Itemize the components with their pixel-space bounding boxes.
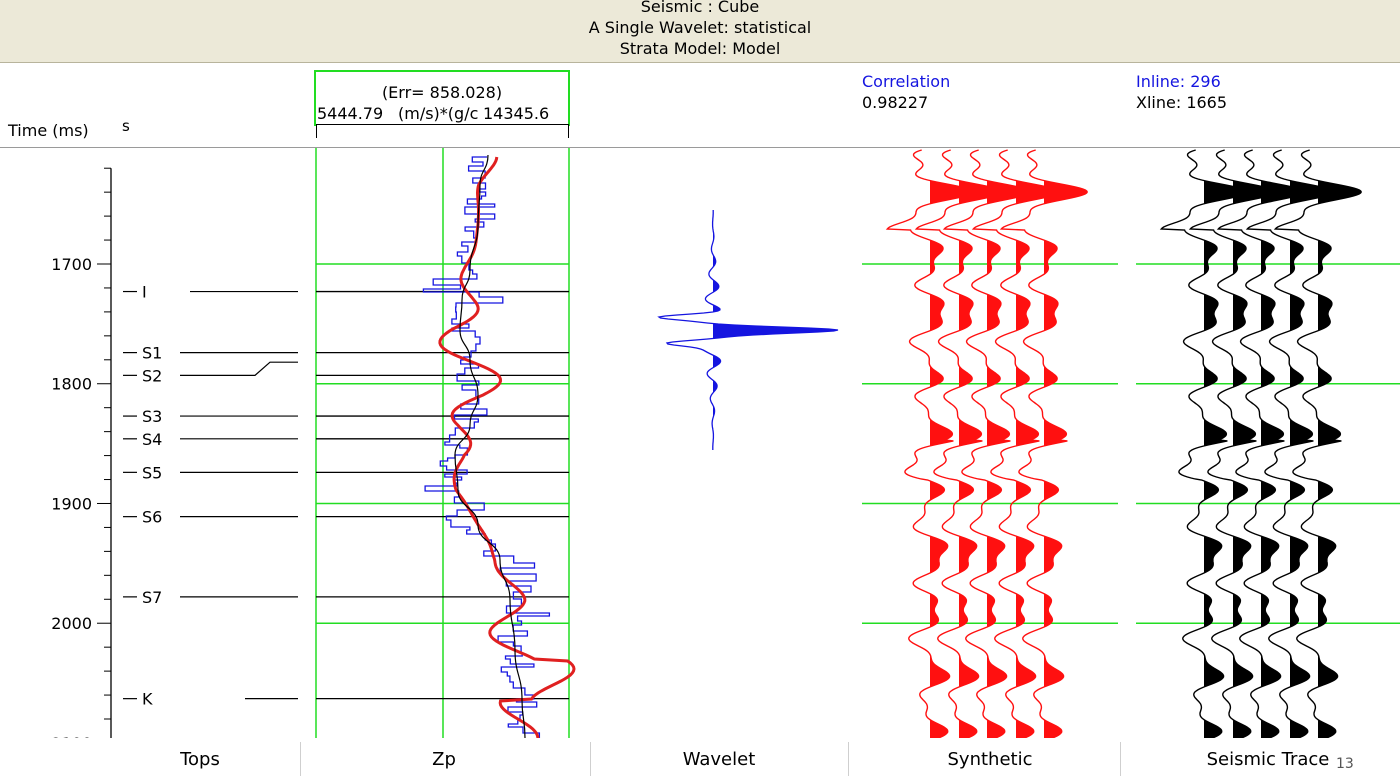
time-tick-label: 1900 — [51, 494, 92, 513]
synthetic-trace-fill — [987, 148, 1031, 738]
seismic-trace-wiggle — [1216, 149, 1305, 738]
top-name-label: S2 — [142, 366, 162, 385]
top-name-label: S5 — [142, 463, 162, 482]
zp-well-log-curve — [422, 156, 551, 738]
time-axis-label: Time (ms) — [8, 121, 89, 140]
tab-divider — [848, 742, 849, 776]
synthetic-trace-wiggle — [999, 149, 1088, 738]
tab-wavelet[interactable]: Wavelet — [682, 749, 756, 770]
zp-scale-line — [316, 124, 569, 125]
well-tie-plot: 1700 1800 1900 2000 2100 I S1 S2 S3 S4 S5 S6 S7 K — [51, 148, 1400, 738]
tab-divider — [590, 742, 591, 776]
time-tick-label: 1700 — [51, 255, 92, 274]
synthetic-trace-fill — [1044, 148, 1088, 738]
zp-header-box — [314, 70, 570, 126]
zp-unit-label: (m/s)*(g/c — [398, 104, 479, 123]
top-line-s2 — [180, 361, 298, 376]
seismic-trace-wiggle — [1188, 149, 1277, 738]
track-tab-bar: Tops Zp Wavelet Synthetic Seismic Trace … — [0, 740, 1400, 784]
synthetic-trace-wiggle — [942, 149, 1031, 738]
zp-track — [315, 148, 576, 738]
tab-tops[interactable]: Tops — [180, 749, 220, 770]
tab-divider — [1120, 742, 1121, 776]
seismic-trace-fill — [1290, 148, 1334, 738]
top-name-label: S7 — [142, 588, 162, 607]
wavelet-track — [657, 210, 839, 450]
seismic-trace-track — [1136, 148, 1400, 738]
top-name-label: I — [142, 283, 147, 302]
seismic-trace-wiggle — [1245, 149, 1334, 738]
top-name-label: K — [142, 690, 153, 709]
header-separator — [0, 147, 1400, 148]
seismic-trace-wiggle — [1159, 149, 1248, 738]
time-tick-label: 1800 — [51, 375, 92, 394]
tab-divider — [300, 742, 301, 776]
zp-trend-curve — [454, 154, 526, 738]
time-tick-label: 2000 — [51, 614, 92, 633]
page-number: 13 — [1336, 756, 1354, 772]
seismic-trace-fill — [1318, 148, 1362, 738]
time-axis: 1700 1800 1900 2000 2100 — [51, 167, 112, 738]
synthetic-trace-wiggle — [885, 149, 974, 738]
correlation-label: Correlation — [862, 72, 951, 91]
synthetic-trace-wiggle — [914, 149, 1003, 738]
tops-unit-label: s — [122, 117, 130, 135]
synthetic-track — [862, 148, 1118, 738]
zp-scale-tick-left — [316, 124, 317, 138]
title-line-wavelet: A Single Wavelet: statistical — [588, 18, 812, 37]
wavelet-positive-fill — [713, 210, 838, 450]
synthetic-trace-fill — [930, 148, 974, 738]
synthetic-trace-wiggle — [971, 149, 1060, 738]
synthetic-trace-fill — [1016, 148, 1060, 738]
wavelet-curve — [657, 210, 839, 450]
top-name-label: S3 — [142, 407, 162, 426]
seismic-trace-wiggle — [1273, 149, 1362, 738]
zp-min-label: 5444.79 — [317, 104, 384, 123]
tab-seismic-trace[interactable]: Seismic Trace — [1206, 749, 1330, 770]
title-bar: Seismic : Cube A Single Wavelet: statist… — [0, 0, 1400, 63]
top-name-label: S1 — [142, 344, 162, 363]
synthetic-trace-fill — [959, 148, 1003, 738]
xline-label: Xline: 1665 — [1136, 93, 1228, 112]
zp-scale-tick-right — [568, 124, 569, 138]
seismic-trace-fill — [1204, 148, 1248, 738]
seismic-trace-fill — [1261, 148, 1305, 738]
seismic-trace-fill — [1233, 148, 1277, 738]
inline-label: Inline: 296 — [1136, 72, 1221, 91]
correlation-value: 0.98227 — [862, 93, 929, 112]
zp-error-label: (Err= 858.028) — [381, 83, 503, 102]
top-name-label: S4 — [142, 430, 162, 449]
zp-max-label: 14345.6 — [483, 104, 550, 123]
tab-synthetic[interactable]: Synthetic — [947, 749, 1033, 770]
tab-zp[interactable]: Zp — [432, 749, 456, 770]
top-name-label: S6 — [142, 508, 162, 527]
title-line-strata: Strata Model: Model — [619, 39, 781, 58]
tops-track: I S1 S2 S3 S4 S5 S6 S7 K — [123, 283, 298, 709]
title-line-seismic: Seismic : Cube — [640, 0, 760, 16]
time-tick-label: 2100 — [51, 734, 92, 738]
